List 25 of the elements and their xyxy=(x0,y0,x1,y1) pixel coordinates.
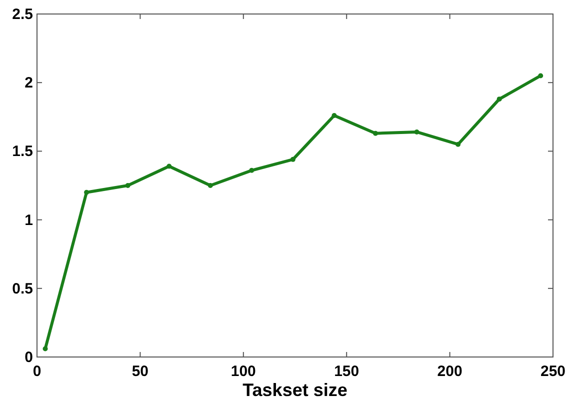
point xyxy=(208,183,213,188)
y-tick-label: 1.5 xyxy=(12,143,33,160)
x-tick-label: 100 xyxy=(230,363,256,380)
y-tick-label: 1 xyxy=(24,212,33,229)
x-tick-label: 50 xyxy=(132,363,149,380)
point xyxy=(456,142,461,147)
point xyxy=(414,129,420,134)
x-tick-label: 200 xyxy=(437,363,462,380)
y-tick-label: 2.5 xyxy=(12,6,33,23)
point xyxy=(290,156,296,162)
point xyxy=(166,164,172,169)
point xyxy=(372,130,378,136)
y-tick-label: 0.5 xyxy=(12,280,33,298)
x-axis-title: Taskset size xyxy=(242,380,348,400)
x-tick-label: 250 xyxy=(540,363,566,380)
point xyxy=(332,113,337,118)
point xyxy=(125,183,130,188)
y-tick-label: 0 xyxy=(24,349,33,366)
point xyxy=(84,190,90,195)
point xyxy=(42,346,48,352)
x-tick-label: 150 xyxy=(334,363,360,380)
point xyxy=(538,73,544,78)
point xyxy=(496,96,502,102)
y-tick-label: 2 xyxy=(24,74,33,92)
point xyxy=(249,168,254,173)
